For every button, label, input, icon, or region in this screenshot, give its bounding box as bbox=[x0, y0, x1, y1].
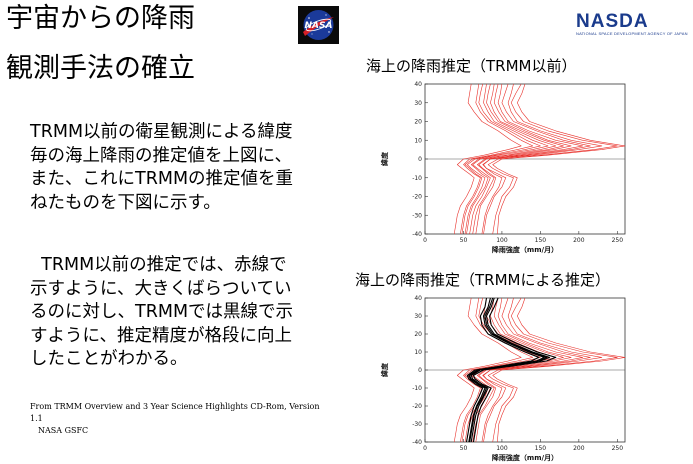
body-paragraph-2: TRMM以前の推定では、赤線で示すように、大きくばらついているのに対し、TRMM… bbox=[30, 254, 300, 372]
x-tick-label: 250 bbox=[612, 445, 624, 452]
pre-trmm-line-7 bbox=[453, 83, 522, 235]
y-tick-label: 20 bbox=[414, 331, 422, 338]
nasda-logo: NASDA NATIONAL SPACE DEVELOPMENT AGENCY … bbox=[576, 12, 688, 36]
x-tick-label: 100 bbox=[496, 237, 508, 244]
pre-trmm-line-4 bbox=[460, 297, 533, 443]
pre-trmm-line-7 bbox=[453, 297, 522, 443]
chart-trmm: -40 -30 -20 -10 0 10 20 30 40 0 50 100 150 200 250 降雨強度… bbox=[380, 295, 626, 462]
x-tick-label: 0 bbox=[423, 237, 427, 244]
chart-pre-trmm: -40 -30 -20 -10 0 10 20 30 40 0 50 100 150 200 250 降雨強度… bbox=[380, 81, 626, 254]
pre-trmm-line-9 bbox=[466, 83, 557, 235]
pre-trmm-line-5 bbox=[487, 297, 618, 443]
x-tick-label: 50 bbox=[460, 445, 468, 452]
y-tick-label: -30 bbox=[412, 421, 422, 428]
pre-trmm-line-11 bbox=[461, 297, 541, 443]
y-tick-label: -20 bbox=[412, 403, 422, 410]
x-tick-label: 150 bbox=[535, 237, 547, 244]
pre-trmm-line-11 bbox=[461, 83, 541, 235]
x-tick-label: 200 bbox=[573, 445, 585, 452]
footnote-line-2: NASA GSFC bbox=[38, 426, 89, 435]
y-tick-label: 30 bbox=[414, 313, 422, 320]
trmm-line-3 bbox=[465, 297, 540, 443]
y-tick-label: 20 bbox=[414, 119, 422, 126]
y-tick-label: 40 bbox=[414, 295, 422, 302]
paragraph-2-indent bbox=[30, 255, 41, 275]
y-tick-label: -10 bbox=[412, 385, 422, 392]
x-tick-label: 50 bbox=[460, 237, 468, 244]
trmm-line-2 bbox=[472, 297, 557, 443]
x-axis-label: 降雨強度（mm/月） bbox=[492, 453, 558, 462]
y-tick-label: 0 bbox=[418, 367, 422, 374]
y-tick-label: -40 bbox=[412, 231, 422, 238]
pre-trmm-line-8 bbox=[472, 83, 572, 235]
x-tick-label: 0 bbox=[423, 445, 427, 452]
y-axis-label: 緯度 bbox=[380, 362, 389, 377]
x-tick-label: 250 bbox=[612, 237, 624, 244]
slide-title-line1: 宇宙からの降雨 bbox=[6, 3, 195, 34]
y-tick-label: 0 bbox=[418, 156, 422, 163]
y-tick-label: -20 bbox=[412, 194, 422, 201]
nasda-logo-text: NASDA bbox=[576, 11, 649, 32]
x-tick-label: 150 bbox=[535, 445, 547, 452]
trmm-line-4 bbox=[469, 297, 548, 443]
y-tick-label: -40 bbox=[412, 439, 422, 446]
pre-trmm-line-6 bbox=[481, 83, 591, 235]
chart-1-title: 海上の降雨推定（TRMM以前） bbox=[366, 57, 577, 75]
y-tick-label: 10 bbox=[414, 137, 422, 144]
footnote-line-1: From TRMM Overview and 3 Year Science Hi… bbox=[30, 402, 320, 423]
x-tick-label: 100 bbox=[496, 445, 508, 452]
nasa-logo: NASA bbox=[298, 6, 339, 44]
pre-trmm-line-10 bbox=[492, 297, 626, 443]
slide-title-line2: 観測手法の確立 bbox=[6, 53, 195, 84]
pre-trmm-line-5 bbox=[487, 83, 618, 235]
body-paragraph-1: TRMM以前の衛星観測による緯度毎の海上降雨の推定値を上図に、また、これにTRM… bbox=[30, 122, 294, 213]
body-paragraph-2-text: TRMM以前の推定では、赤線で示すように、大きくばらついているのに対し、TRMM… bbox=[30, 255, 294, 369]
y-tick-label: 40 bbox=[414, 81, 422, 88]
x-axis-label: 降雨強度（mm/月） bbox=[492, 245, 558, 254]
source-footnote: From TRMM Overview and 3 Year Science Hi… bbox=[30, 401, 330, 437]
pre-trmm-line-3 bbox=[464, 83, 549, 235]
x-tick-label: 200 bbox=[573, 237, 585, 244]
chart-2-title: 海上の降雨推定（TRMMによる推定） bbox=[355, 271, 611, 289]
pre-trmm-line-10 bbox=[492, 83, 626, 235]
nasa-logo-text: NASA bbox=[305, 21, 333, 31]
pre-trmm-line-6 bbox=[481, 297, 591, 443]
y-tick-label: -10 bbox=[412, 175, 422, 182]
nasda-logo-subtext: NATIONAL SPACE DEVELOPMENT AGENCY OF JAP… bbox=[576, 31, 688, 36]
pre-trmm-line-4 bbox=[460, 83, 533, 235]
y-tick-label: -30 bbox=[412, 212, 422, 219]
y-tick-label: 10 bbox=[414, 349, 422, 356]
y-tick-label: 30 bbox=[414, 100, 422, 107]
y-axis-label: 緯度 bbox=[380, 151, 389, 166]
